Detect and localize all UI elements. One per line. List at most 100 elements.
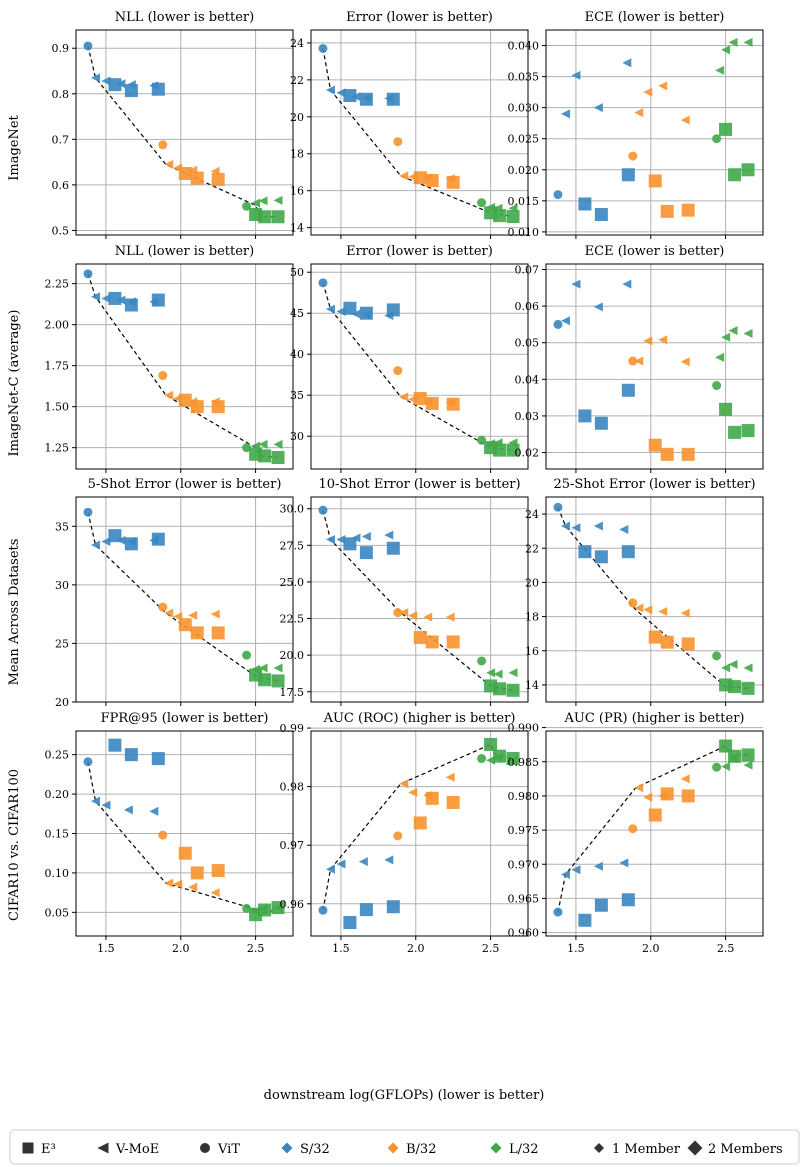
e3-marker-B32	[178, 393, 192, 407]
plot-frame	[310, 29, 529, 236]
legend-marker-vit	[200, 1143, 210, 1153]
vit-marker-B32	[158, 602, 168, 612]
e3-marker-L32	[506, 210, 520, 224]
vit-marker-L32	[477, 198, 487, 208]
panel-title: 25-Shot Error (lower is better)	[553, 477, 755, 492]
e3-marker-B32	[190, 626, 204, 640]
y-tick-label: 20.0	[280, 649, 305, 662]
vmoe-marker-S32	[101, 537, 111, 547]
e3-marker-B32	[648, 808, 662, 822]
vmoe-marker-B32	[399, 171, 409, 181]
e3-marker-S32	[578, 197, 592, 211]
y-tick-label: 0.8	[52, 88, 70, 101]
vmoe-marker-L32	[721, 663, 731, 673]
y-tick-label: 27.5	[280, 539, 305, 552]
e3-marker-B32	[425, 791, 439, 805]
vmoe-marker-L32	[715, 352, 725, 362]
plot-frame	[545, 29, 764, 236]
y-tick-label: 0.025	[508, 133, 540, 146]
e3-marker-L32	[271, 674, 285, 688]
vmoe-marker-L32	[743, 663, 753, 673]
vit-marker-S32	[553, 907, 563, 917]
vit-marker-L32	[712, 134, 722, 144]
e3-marker-S32	[621, 893, 635, 907]
panel-1-2: 14 16 18 20 22 24 Error (lower is better)	[290, 10, 529, 239]
e3-marker-S32	[359, 903, 373, 917]
y-tick-label: 0.020	[508, 164, 540, 177]
y-tick-label: 25	[55, 637, 69, 650]
vmoe-marker-B32	[423, 612, 433, 622]
legend-label: E³	[41, 1142, 56, 1157]
y-tick-label: 45	[290, 307, 304, 320]
e3-marker-L32	[258, 903, 272, 917]
vmoe-marker-S32	[336, 88, 346, 98]
e3-marker-L32	[493, 749, 507, 763]
panel-title: AUC (ROC) (higher is better)	[323, 711, 516, 726]
vmoe-marker-S32	[358, 857, 368, 867]
e3-marker-B32	[681, 637, 695, 651]
vit-marker-S32	[553, 190, 563, 200]
legend-marker-l-32	[490, 1142, 502, 1154]
legend-entry: ViT	[200, 1142, 240, 1157]
y-tick-label: 2.25	[45, 278, 70, 291]
plot-frame	[310, 263, 529, 470]
e3-marker-S32	[578, 545, 592, 559]
panel-title: NLL (lower is better)	[115, 244, 254, 259]
vit-marker-L32	[242, 443, 252, 453]
vmoe-marker-S32	[593, 302, 603, 312]
y-tick-label: 30	[290, 430, 304, 443]
plot-frame	[310, 730, 529, 937]
vit-marker-B32	[158, 371, 168, 381]
y-tick-label: 40	[290, 348, 304, 361]
vmoe-marker-S32	[384, 530, 394, 540]
vmoe-marker-S32	[622, 279, 632, 289]
e3-marker-L32	[728, 749, 742, 763]
e3-marker-S32	[386, 541, 400, 555]
y-tick-label: 0.9	[52, 42, 70, 55]
e3-marker-B32	[190, 400, 204, 414]
panel-3-2: 17.5 20.0 22.5 25.0 27.5 30.0 10-Shot Error (l…	[280, 477, 529, 706]
y-tick-label: 22	[290, 74, 304, 87]
plot-frame	[75, 496, 294, 703]
panel-title: AUC (PR) (higher is better)	[564, 711, 745, 726]
e3-marker-S32	[124, 84, 138, 98]
vit-marker-L32	[242, 201, 252, 211]
pareto-frontier-line	[87, 45, 278, 218]
vit-marker-L32	[477, 435, 487, 445]
vmoe-marker-S32	[325, 864, 335, 874]
x-tick-label: 2.5	[247, 942, 265, 955]
e3-marker-B32	[413, 171, 427, 185]
vmoe-marker-S32	[571, 279, 581, 289]
panel-title: Error (lower is better)	[346, 10, 493, 25]
vmoe-marker-S32	[325, 534, 335, 544]
row-label-imagenet-c: ImageNet-C (average)	[7, 310, 22, 457]
e3-marker-B32	[681, 789, 695, 803]
y-tick-label: 0.99	[280, 722, 305, 735]
panel-4-2: 1.5 2.0 2.5 0.96 0.97 0.98 0.99 AUC (ROC) (high…	[280, 711, 529, 955]
y-tick-label: 0.970	[508, 858, 540, 871]
e3-marker-B32	[413, 631, 427, 645]
pareto-frontier-line	[87, 761, 279, 916]
vmoe-marker-S32	[560, 870, 570, 879]
y-tick-label: 0.6	[52, 179, 70, 192]
e3-marker-S32	[594, 208, 608, 221]
chart-panels: 0.5 0.6 0.7 0.8 0.9 NLL (lower is better) 14 16…	[45, 10, 764, 955]
y-tick-label: 0.04	[515, 373, 540, 386]
plot-frame	[310, 496, 529, 703]
vit-marker-S32	[318, 505, 328, 515]
e3-marker-L32	[493, 443, 507, 457]
e3-marker-B32	[211, 172, 225, 186]
y-tick-label: 0.985	[508, 756, 540, 769]
e3-marker-B32	[446, 175, 460, 189]
vit-marker-S32	[83, 757, 93, 767]
y-tick-label: 50	[290, 266, 304, 279]
vit-marker-S32	[318, 278, 328, 288]
e3-marker-L32	[271, 210, 285, 224]
e3-marker-B32	[681, 203, 695, 217]
vmoe-marker-B32	[658, 335, 668, 345]
panel-title: NLL (lower is better)	[115, 10, 254, 25]
vmoe-marker-B32	[643, 792, 653, 802]
e3-marker-B32	[660, 787, 674, 801]
e3-marker-L32	[258, 673, 272, 687]
